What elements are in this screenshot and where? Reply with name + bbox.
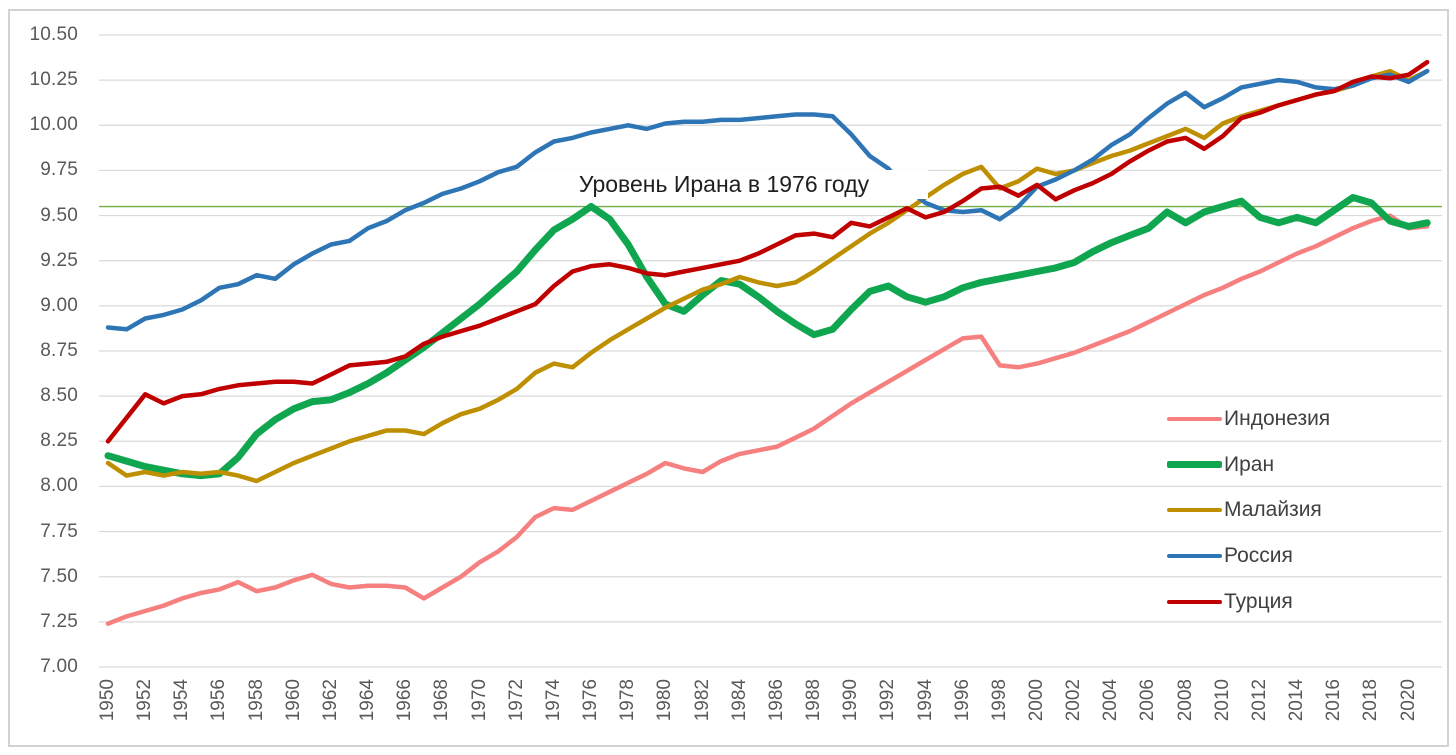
- x-tick-label: 2018: [1360, 679, 1382, 722]
- y-tick-label: 8.25: [40, 430, 78, 452]
- series-line-Индонезия[interactable]: [105, 213, 1430, 626]
- y-tick-label: 9.00: [40, 294, 78, 316]
- x-tick-label: 1972: [505, 679, 527, 722]
- x-tick-label: 2000: [1026, 679, 1047, 722]
- x-tick-label: 2002: [1063, 679, 1085, 722]
- reference-line-annotation: Уровень Ирана в 1976 году: [520, 170, 928, 199]
- legend-item-Иран[interactable]: Иран: [1167, 443, 1407, 487]
- x-tick-label: 1964: [357, 679, 379, 722]
- x-tick-label: 2012: [1248, 679, 1270, 722]
- x-tick-label: 1994: [914, 679, 936, 722]
- legend-swatch-icon: [1167, 417, 1222, 421]
- x-tick-label: 2008: [1174, 679, 1196, 722]
- x-tick-label: 1960: [282, 679, 304, 722]
- x-tick-label: 1980: [654, 679, 676, 722]
- y-tick-label: 8.00: [40, 475, 78, 497]
- series-line-Россия[interactable]: [105, 68, 1430, 332]
- y-tick-label: 7.50: [40, 565, 78, 587]
- x-tick-label: 1950: [97, 679, 118, 722]
- legend-swatch-icon: [1167, 599, 1222, 604]
- legend-item-Индонезия[interactable]: Индонезия: [1167, 397, 1407, 441]
- x-tick-label: 1984: [728, 679, 750, 722]
- legend-label: Турция: [1224, 589, 1293, 613]
- x-tick-label: 1982: [691, 679, 713, 722]
- series-line-Иран[interactable]: [104, 194, 1431, 480]
- x-tick-label: 1974: [542, 679, 564, 722]
- legend-swatch-icon: [1167, 461, 1222, 469]
- x-tick-label: 1976: [580, 679, 602, 722]
- legend-item-Турция[interactable]: Турция: [1167, 580, 1407, 624]
- legend-swatch-icon: [1167, 554, 1222, 559]
- x-tick-label: 1978: [617, 679, 639, 722]
- x-tick-label: 2010: [1211, 679, 1233, 722]
- y-tick-label: 7.00: [40, 656, 78, 677]
- legend-label: Малайзия: [1224, 498, 1322, 522]
- x-tick-label: 1996: [951, 679, 973, 722]
- series-line-Малайзия[interactable]: [105, 68, 1430, 484]
- x-tick-label: 1988: [803, 679, 825, 722]
- x-tick-label: 2014: [1286, 679, 1308, 722]
- legend-label: Индонезия: [1224, 407, 1331, 430]
- y-tick-label: 7.25: [40, 610, 78, 632]
- x-tick-label: 2004: [1100, 679, 1122, 722]
- x-tick-label: 2016: [1323, 679, 1345, 722]
- x-tick-label: 1966: [394, 679, 416, 722]
- x-tick-label: 2006: [1137, 679, 1159, 722]
- y-tick-label: 8.75: [40, 340, 78, 361]
- x-tick-label: 1962: [319, 679, 341, 722]
- x-tick-label: 1956: [208, 679, 230, 722]
- x-tick-label: 2020: [1397, 679, 1419, 722]
- x-tick-label: 1954: [171, 679, 193, 722]
- x-tick-label: 1958: [245, 679, 267, 722]
- series-line-Турция[interactable]: [105, 59, 1430, 444]
- y-tick-label: 7.75: [40, 520, 78, 542]
- y-tick-label: 10.50: [29, 24, 78, 45]
- x-tick-label: 1968: [431, 679, 453, 722]
- legend-item-Малайзия[interactable]: Малайзия: [1167, 488, 1407, 532]
- legend-swatch-icon: [1167, 508, 1222, 513]
- y-tick-label: 10.25: [29, 69, 78, 91]
- y-tick-label: 10.00: [29, 114, 78, 136]
- legend-label: Россия: [1224, 544, 1293, 568]
- x-tick-label: 1998: [988, 679, 1010, 722]
- y-tick-label: 8.50: [40, 385, 78, 407]
- x-tick-label: 1952: [134, 679, 156, 722]
- legend-label: Иран: [1224, 452, 1275, 476]
- y-tick-label: 9.25: [40, 249, 78, 271]
- y-tick-label: 9.50: [40, 204, 78, 226]
- x-tick-label: 1970: [468, 679, 490, 722]
- legend-item-Россия[interactable]: Россия: [1167, 534, 1407, 578]
- x-tick-label: 1990: [840, 679, 862, 722]
- x-tick-label: 1986: [765, 679, 787, 722]
- y-tick-label: 9.75: [40, 159, 78, 181]
- x-tick-label: 1992: [877, 679, 899, 722]
